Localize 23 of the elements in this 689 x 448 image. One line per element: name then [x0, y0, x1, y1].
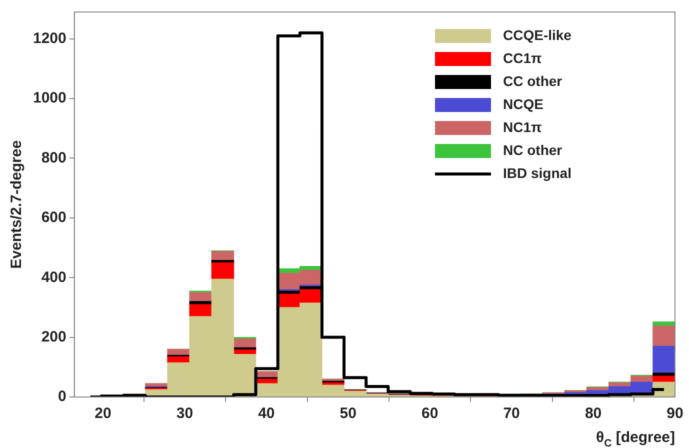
x-tick-label: 70	[503, 405, 520, 422]
x-tick-label: 30	[176, 405, 194, 422]
legend-label: NC other	[503, 142, 563, 158]
x-tick-label: 40	[258, 405, 275, 422]
x-tick-label: 90	[666, 405, 684, 422]
y-tick-label: 400	[41, 268, 66, 286]
y-tick-label: 600	[41, 209, 66, 226]
x-tick-label: 80	[584, 405, 602, 422]
y-tick-label: 0	[58, 388, 66, 406]
legend-label: CC1π	[503, 50, 542, 66]
y-tick-label: 1000	[32, 90, 66, 107]
y-tick-label: 800	[41, 149, 66, 166]
legend-label: CCQE-like	[503, 26, 572, 43]
x-tick-label: 60	[422, 405, 438, 422]
y-tick-label: 1200	[32, 30, 66, 47]
legend-label: NCQE	[503, 96, 544, 112]
y-axis-title: Events/2.7-degree	[8, 140, 26, 269]
legend-label: IBD signal	[503, 164, 572, 181]
x-tick-label: 20	[94, 405, 112, 422]
y-tick-label: 200	[41, 328, 66, 346]
legend-label: NC1π	[503, 118, 542, 135]
legend-label: CC other	[503, 72, 563, 89]
x-tick-label: 50	[340, 405, 356, 422]
